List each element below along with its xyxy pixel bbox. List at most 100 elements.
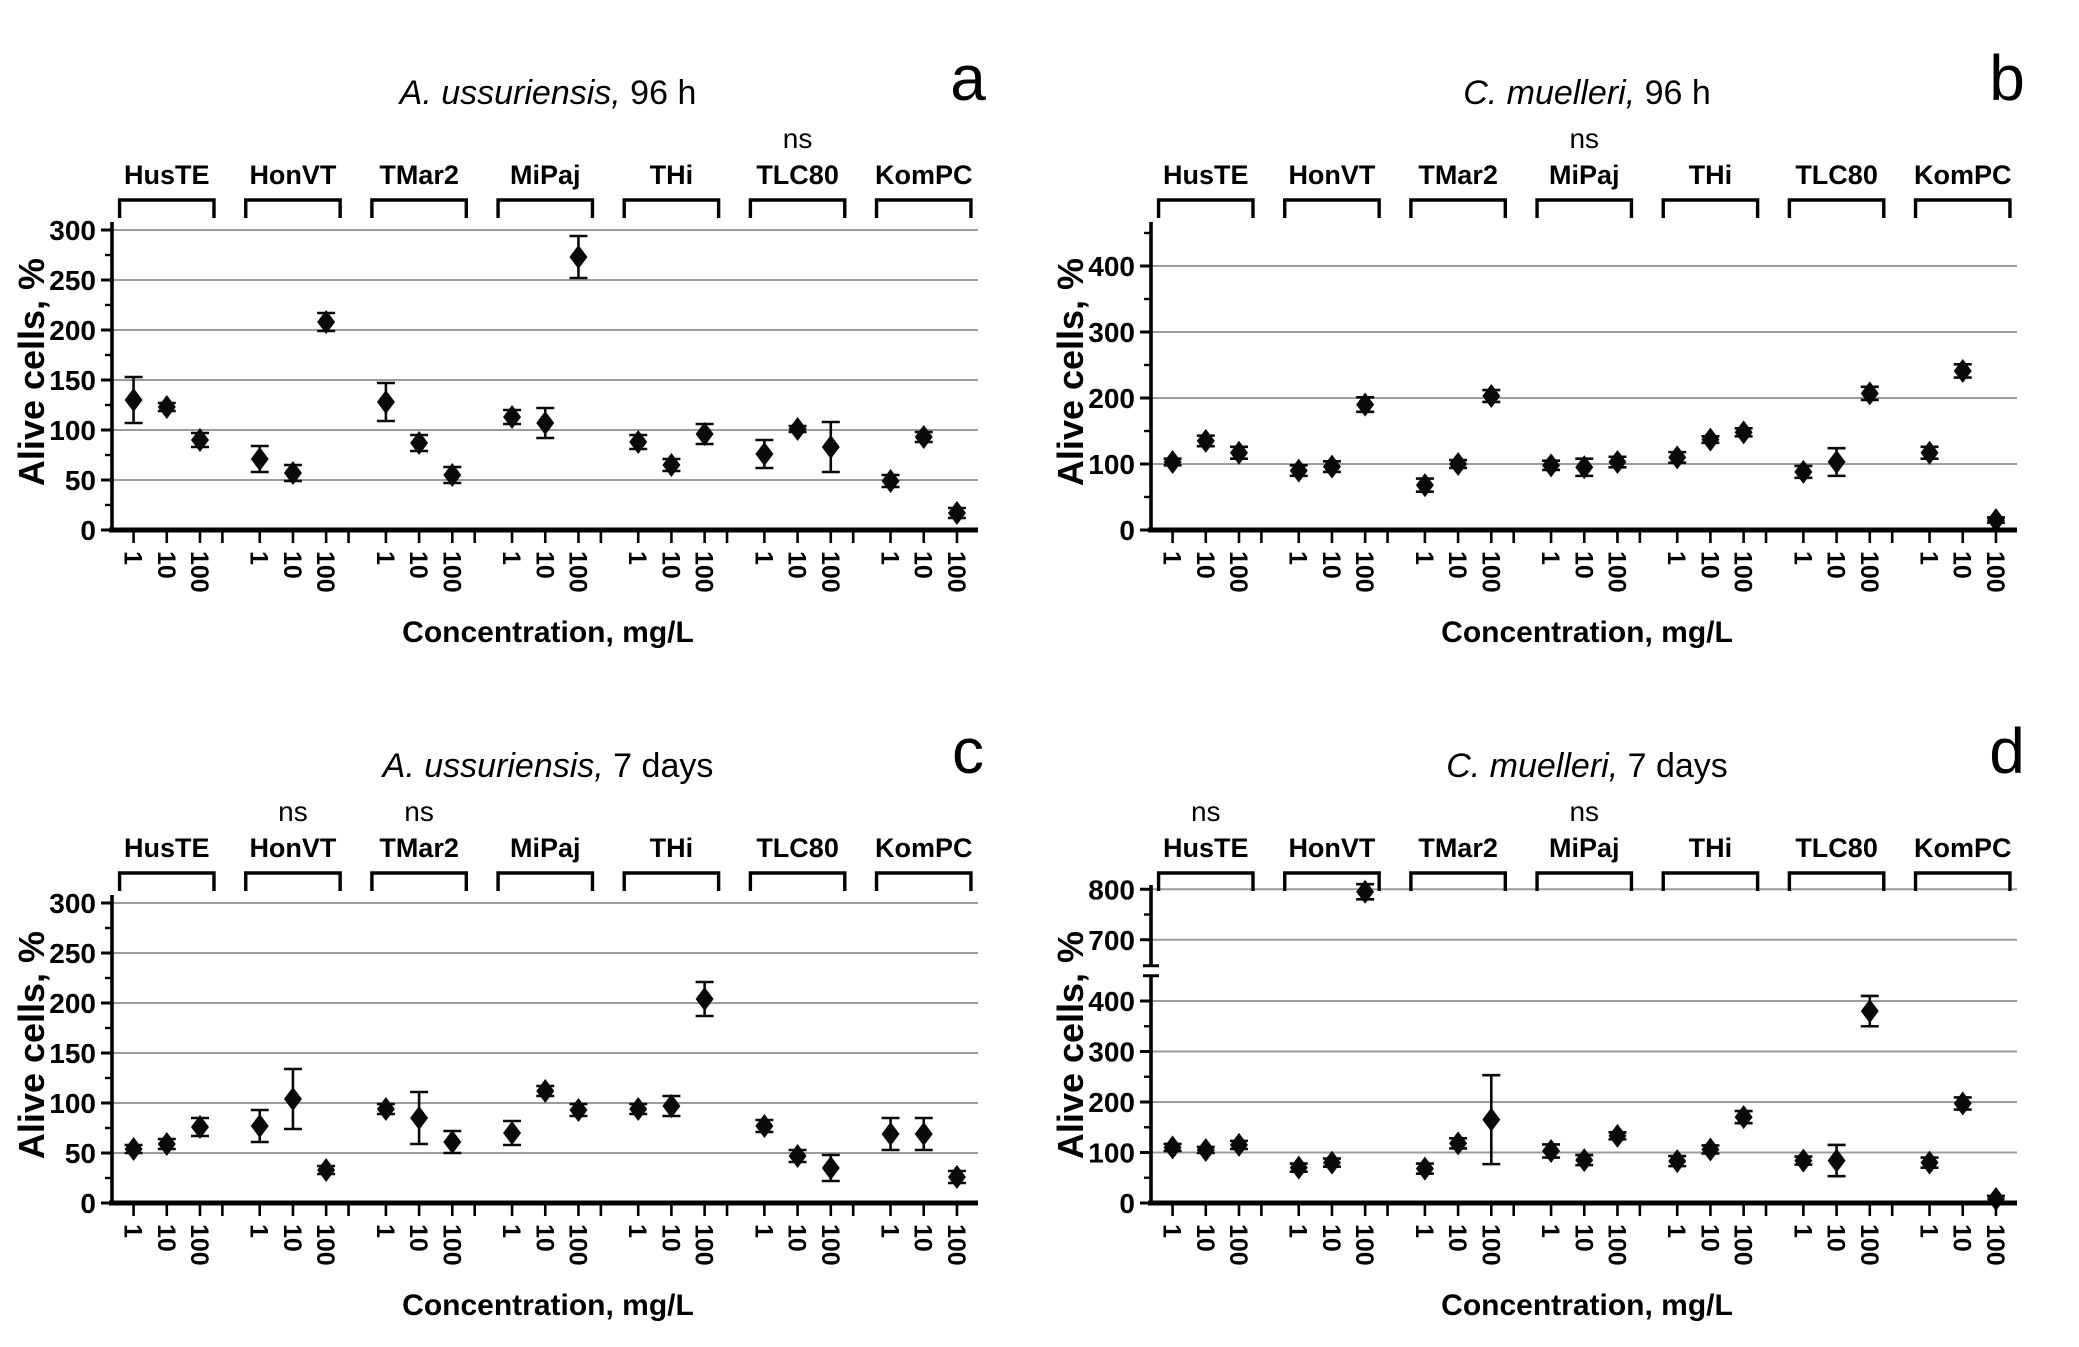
data-point-HusTE-10 bbox=[157, 1132, 176, 1156]
strain-label-KomPC: KomPC bbox=[1914, 833, 2012, 863]
data-point-TLC80-100 bbox=[821, 435, 840, 459]
strain-bracket bbox=[1535, 198, 1634, 218]
strain-label-HusTE: HusTE bbox=[1163, 833, 1249, 863]
strain-label-MiPaj: MiPaj bbox=[510, 160, 581, 190]
ns-label: ns bbox=[1569, 123, 1599, 154]
strain-bracket bbox=[748, 871, 847, 891]
x-tick-label: 10 bbox=[1695, 1224, 1723, 1252]
data-point-HusTE-100 bbox=[1229, 440, 1248, 465]
data-point-THi-100 bbox=[1734, 420, 1753, 445]
data-point-KomPC-10 bbox=[1953, 358, 1972, 383]
data-point-HonVT-100 bbox=[317, 310, 336, 334]
y-tick-label: 300 bbox=[1088, 317, 1135, 348]
data-point-TMar2-10 bbox=[1449, 1131, 1468, 1156]
x-tick-label: 10 bbox=[1948, 1224, 1976, 1252]
strain-bracket bbox=[1156, 871, 1255, 891]
y-tick-label: 0 bbox=[1119, 1188, 1135, 1219]
data-point-KomPC-10 bbox=[914, 1122, 933, 1146]
data-point-KomPC-1 bbox=[881, 469, 900, 493]
y-tick-label: 100 bbox=[49, 1088, 96, 1119]
data-point-HusTE-1 bbox=[1163, 1135, 1182, 1160]
data-point-HusTE-10 bbox=[1196, 1137, 1215, 1162]
ns-label: ns bbox=[1569, 796, 1599, 827]
x-tick-label: 1 bbox=[1158, 551, 1186, 565]
data-point-TMar2-1 bbox=[1415, 1156, 1434, 1181]
y-axis-label: Alive cells, % bbox=[1050, 931, 1091, 1159]
data-point-TLC80-10 bbox=[1827, 450, 1846, 475]
x-tick-label: 1 bbox=[1410, 1224, 1438, 1238]
strain-bracket bbox=[748, 198, 847, 218]
data-point-MiPaj-100 bbox=[569, 1098, 588, 1122]
strain-label-TLC80: TLC80 bbox=[1795, 160, 1878, 190]
strain-bracket bbox=[117, 198, 216, 218]
x-tick-label: 100 bbox=[1729, 551, 1757, 593]
data-point-TLC80-1 bbox=[1794, 459, 1813, 484]
x-tick-label: 1 bbox=[119, 1224, 147, 1238]
strain-label-HonVT: HonVT bbox=[249, 160, 336, 190]
y-tick-label: 50 bbox=[65, 465, 96, 496]
strain-label-THi: THi bbox=[650, 160, 694, 190]
data-point-HonVT-100 bbox=[1356, 879, 1375, 904]
data-point-TLC80-100 bbox=[821, 1156, 840, 1180]
x-tick-label: 100 bbox=[311, 1224, 339, 1266]
data-point-KomPC-100 bbox=[947, 1165, 966, 1189]
x-tick-label: 10 bbox=[152, 1224, 180, 1252]
panel-title: A. ussuriensis, 96 h bbox=[398, 74, 697, 112]
x-tick-label: 10 bbox=[152, 551, 180, 579]
data-point-TLC80-10 bbox=[788, 1144, 807, 1168]
data-point-KomPC-100 bbox=[947, 501, 966, 525]
strain-bracket bbox=[1661, 871, 1760, 891]
y-tick-label: 200 bbox=[49, 315, 96, 346]
data-point-TLC80-100 bbox=[1860, 381, 1879, 406]
data-point-KomPC-1 bbox=[1920, 1150, 1939, 1175]
x-tick-label: 1 bbox=[119, 551, 147, 565]
y-tick-label: 0 bbox=[80, 515, 96, 546]
strain-label-THi: THi bbox=[1689, 833, 1733, 863]
ns-label: ns bbox=[1191, 796, 1221, 827]
data-point-THi-100 bbox=[695, 987, 714, 1011]
y-tick-label: 100 bbox=[1088, 449, 1135, 480]
x-tick-label: 100 bbox=[816, 551, 844, 593]
x-tick-label: 100 bbox=[1224, 1224, 1252, 1266]
data-point-MiPaj-100 bbox=[569, 245, 588, 269]
data-point-KomPC-10 bbox=[1953, 1091, 1972, 1116]
x-tick-label: 100 bbox=[942, 1224, 970, 1266]
y-tick-label: 0 bbox=[1119, 515, 1135, 546]
panel-title: C. muelleri, 7 days bbox=[1446, 747, 1728, 785]
data-point-HonVT-10 bbox=[1322, 1150, 1341, 1175]
data-point-HonVT-10 bbox=[283, 1087, 302, 1111]
x-tick-label: 10 bbox=[404, 1224, 432, 1252]
y-tick-label: 50 bbox=[65, 1138, 96, 1169]
x-tick-label: 100 bbox=[1981, 1224, 2009, 1266]
data-point-MiPaj-100 bbox=[1608, 1123, 1627, 1148]
x-tick-label: 1 bbox=[876, 551, 904, 565]
data-point-HonVT-10 bbox=[1322, 454, 1341, 479]
panel-letter: b bbox=[1989, 42, 2025, 114]
y-tick-label: 300 bbox=[49, 888, 96, 919]
x-tick-label: 1 bbox=[245, 551, 273, 565]
strain-label-MiPaj: MiPaj bbox=[1549, 160, 1620, 190]
x-tick-label: 10 bbox=[1191, 1224, 1219, 1252]
x-tick-label: 1 bbox=[371, 551, 399, 565]
x-tick-label: 1 bbox=[371, 1224, 399, 1238]
x-tick-label: 1 bbox=[497, 1224, 525, 1238]
data-point-KomPC-10 bbox=[914, 425, 933, 449]
strain-bracket bbox=[1787, 198, 1886, 218]
x-axis-label: Concentration, mg/L bbox=[1441, 616, 1733, 649]
x-tick-label: 100 bbox=[690, 1224, 718, 1266]
strain-bracket bbox=[496, 871, 595, 891]
y-tick-label: 250 bbox=[49, 265, 96, 296]
data-point-MiPaj-100 bbox=[1608, 450, 1627, 475]
data-point-TMar2-100 bbox=[443, 463, 462, 487]
x-axis-label: Concentration, mg/L bbox=[402, 1289, 694, 1322]
data-point-TMar2-100 bbox=[1482, 1107, 1501, 1132]
strain-bracket bbox=[1409, 198, 1507, 218]
ns-label: ns bbox=[278, 796, 308, 827]
data-point-HusTE-1 bbox=[124, 388, 143, 412]
x-tick-label: 10 bbox=[656, 551, 684, 579]
strain-label-HusTE: HusTE bbox=[1163, 160, 1249, 190]
data-point-TLC80-1 bbox=[755, 1114, 774, 1138]
strain-label-KomPC: KomPC bbox=[875, 160, 973, 190]
